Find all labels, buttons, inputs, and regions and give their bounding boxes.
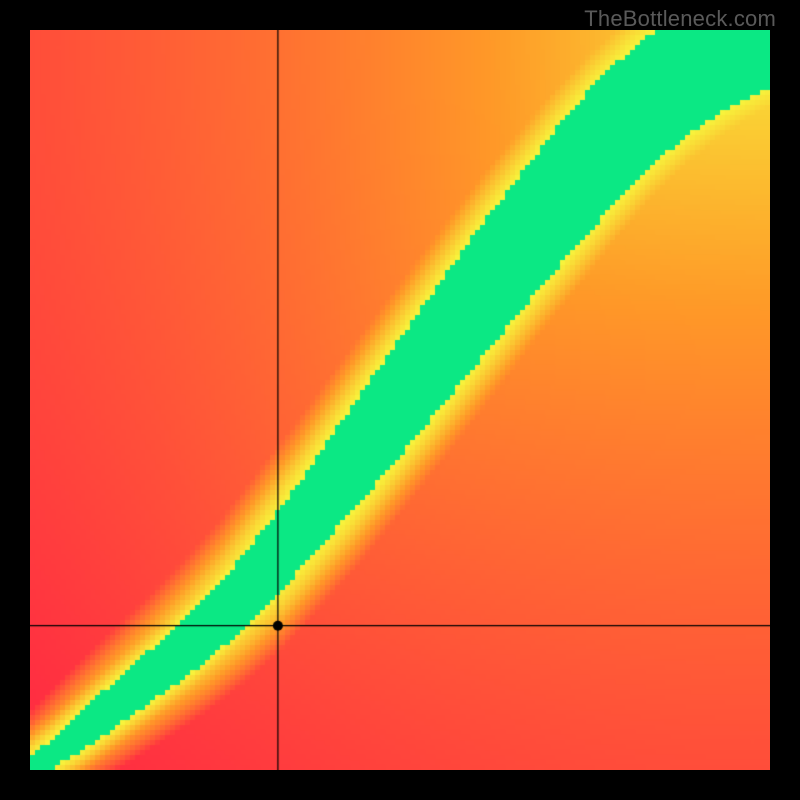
heatmap-canvas (30, 30, 770, 770)
plot-area (30, 30, 770, 770)
watermark-text: TheBottleneck.com (584, 6, 776, 32)
chart-frame: TheBottleneck.com (0, 0, 800, 800)
